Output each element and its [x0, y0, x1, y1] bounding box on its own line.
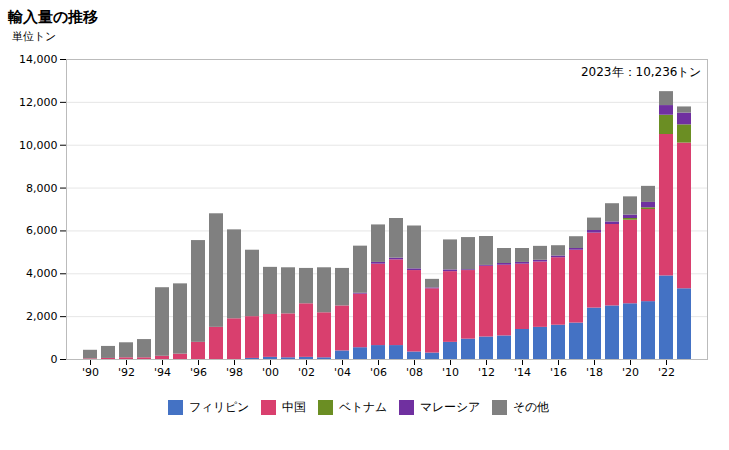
svg-text:'06: '06: [370, 366, 387, 379]
svg-text:'10: '10: [442, 366, 459, 379]
svg-text:2023年：10,236トン: 2023年：10,236トン: [581, 65, 702, 79]
svg-text:0: 0: [51, 353, 58, 366]
svg-text:'20: '20: [622, 366, 639, 379]
svg-text:8,000: 8,000: [26, 182, 58, 195]
svg-text:6,000: 6,000: [26, 224, 58, 237]
svg-text:14,000: 14,000: [19, 53, 58, 66]
svg-text:12,000: 12,000: [19, 96, 58, 109]
svg-text:'14: '14: [514, 366, 531, 379]
html-text:マレーシア: マレーシア: [420, 400, 480, 414]
svg-text:'04: '04: [334, 366, 351, 379]
svg-text:'92: '92: [118, 366, 135, 379]
html-text:輸入量の推移: 輸入量の推移: [8, 8, 98, 26]
svg-text:'18: '18: [586, 366, 603, 379]
svg-text:'22: '22: [658, 366, 675, 379]
svg-text:2,000: 2,000: [26, 310, 58, 323]
svg-text:'02: '02: [298, 366, 315, 379]
svg-text:'98: '98: [226, 366, 243, 379]
html-text:ベトナム: ベトナム: [339, 400, 387, 414]
svg-text:'00: '00: [262, 366, 279, 379]
svg-text:'96: '96: [190, 366, 207, 379]
svg-text:10,000: 10,000: [19, 139, 58, 152]
html-text:その他: その他: [513, 400, 549, 414]
html-text:フィリピン: フィリピン: [189, 400, 249, 414]
svg-text:単位トン: 単位トン: [12, 30, 56, 43]
svg-text:'94: '94: [154, 366, 171, 379]
svg-text:4,000: 4,000: [26, 267, 58, 280]
svg-text:'08: '08: [406, 366, 423, 379]
html-text:中国: 中国: [282, 400, 306, 414]
svg-text:'16: '16: [550, 366, 567, 379]
svg-text:'12: '12: [478, 366, 495, 379]
svg-text:'90: '90: [82, 366, 99, 379]
